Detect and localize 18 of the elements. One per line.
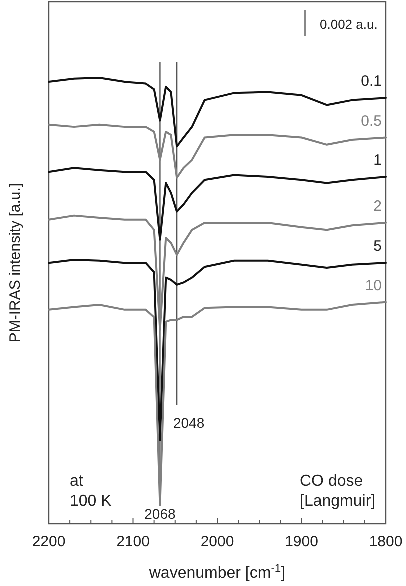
annotation: at 100 K xyxy=(70,473,112,510)
x-tick-label: 1900 xyxy=(285,534,318,551)
text: 0.002 a.u. xyxy=(320,17,378,32)
y-axis-title: PM-IRAS intensity [a.u.] xyxy=(7,183,24,343)
x-tick-label: 2100 xyxy=(116,534,150,551)
series-label: 0.5 xyxy=(361,112,382,130)
legend-title: CO dose [Langmuir] xyxy=(300,473,376,510)
series-label: 0.1 xyxy=(361,73,382,90)
series-label: 5 xyxy=(374,238,382,256)
series-label: 1 xyxy=(374,152,382,170)
ref-line-label: 2068 xyxy=(144,506,176,522)
series-label: 10 xyxy=(365,277,382,294)
x-tick-label: 2200 xyxy=(32,534,66,551)
x-tick-label: 2000 xyxy=(200,534,234,551)
ref-line-label: 2048 xyxy=(173,415,205,431)
x-tick-label: 1800 xyxy=(369,534,403,551)
series-label: 2 xyxy=(374,198,382,215)
x-axis-title: wavenumber [cm$^{-1}$] xyxy=(148,563,286,582)
